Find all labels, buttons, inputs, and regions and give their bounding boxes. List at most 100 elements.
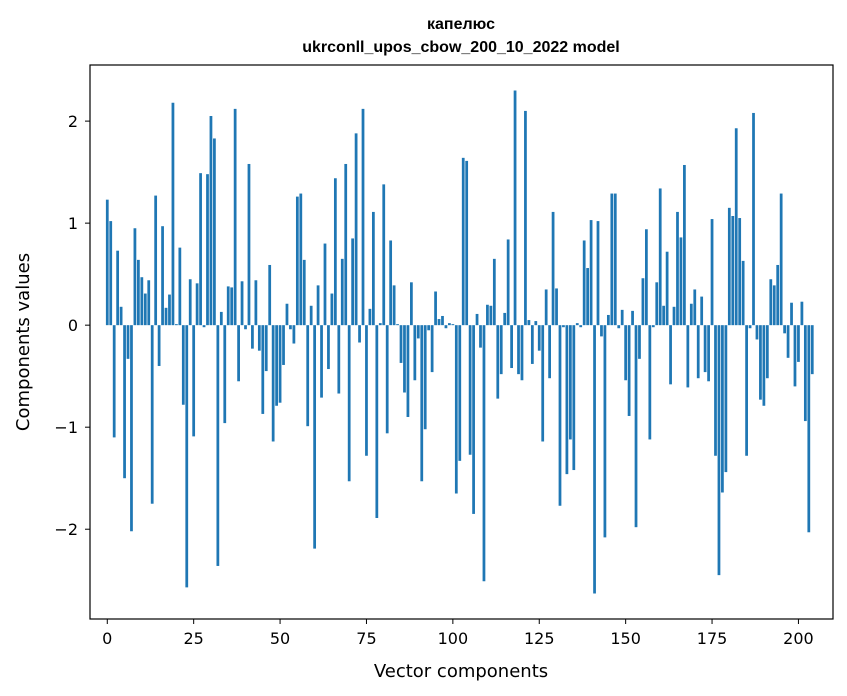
bar — [727, 207, 731, 326]
bar — [772, 285, 776, 326]
bar — [596, 221, 600, 326]
bar — [752, 112, 755, 326]
bar — [465, 160, 469, 326]
bar — [603, 325, 607, 538]
bar — [593, 325, 596, 594]
bar — [454, 325, 458, 494]
bar — [672, 306, 676, 326]
bar — [441, 315, 444, 326]
bar — [375, 325, 379, 518]
chart-title: капелюс — [427, 16, 495, 33]
bar — [721, 325, 724, 493]
bar — [562, 325, 565, 328]
bar — [354, 133, 358, 326]
bar — [634, 325, 638, 528]
x-tick-label: 75 — [356, 629, 376, 648]
bar — [109, 221, 113, 326]
bar — [181, 325, 185, 405]
bar — [150, 325, 154, 504]
bar — [693, 289, 697, 326]
bar — [572, 325, 576, 471]
bar — [302, 259, 306, 326]
bar — [406, 325, 410, 417]
bar — [257, 325, 261, 351]
bar — [247, 163, 251, 326]
bar — [600, 325, 603, 337]
bar — [164, 307, 168, 326]
bar — [233, 108, 237, 326]
bar — [714, 325, 717, 456]
bar — [240, 281, 244, 326]
bar — [683, 164, 686, 326]
x-tick-label: 200 — [783, 629, 814, 648]
bar — [479, 325, 482, 348]
bar — [503, 312, 507, 326]
bar — [202, 325, 206, 328]
bar — [178, 247, 182, 326]
bar — [161, 226, 164, 326]
bar — [306, 325, 310, 427]
bar — [175, 324, 178, 326]
bar — [797, 325, 800, 362]
bar — [579, 325, 583, 328]
y-axis-label: Components values — [13, 253, 34, 431]
bar — [365, 325, 368, 456]
bar — [351, 238, 355, 326]
bar — [731, 216, 735, 326]
bar — [226, 286, 230, 326]
bar — [524, 110, 527, 326]
bar — [544, 289, 548, 326]
bar — [385, 325, 389, 434]
bar — [154, 195, 158, 326]
bar — [662, 305, 666, 326]
bar — [371, 211, 375, 326]
bar — [396, 324, 399, 326]
bar — [707, 325, 710, 382]
bar — [586, 268, 590, 326]
bar — [790, 302, 793, 326]
x-tick-label: 50 — [270, 629, 290, 648]
x-tick-label: 100 — [438, 629, 469, 648]
bar — [347, 325, 351, 482]
bar — [489, 305, 493, 326]
bar — [575, 323, 579, 326]
bar — [337, 325, 341, 394]
bar — [686, 325, 690, 388]
bar — [606, 314, 610, 326]
bar — [427, 325, 431, 331]
bar — [195, 283, 199, 326]
bar — [551, 211, 555, 326]
bar — [717, 325, 721, 576]
bar — [333, 178, 337, 326]
bar — [112, 325, 116, 438]
bar — [582, 240, 586, 326]
bar — [762, 325, 766, 406]
bar — [361, 108, 365, 326]
bar — [648, 325, 652, 440]
bar — [745, 325, 748, 456]
bar — [803, 325, 807, 422]
bar — [530, 325, 534, 364]
bar — [738, 218, 742, 326]
bar — [769, 279, 773, 326]
bar — [696, 325, 700, 379]
bar — [517, 325, 520, 375]
bar — [171, 102, 175, 326]
y-tick-label: 2 — [68, 112, 78, 131]
bar — [610, 193, 614, 326]
bar — [206, 174, 209, 326]
bar — [779, 193, 783, 326]
chart-subtitle: ukrconll_upos_cbow_200_10_2022 model — [302, 39, 619, 56]
bar — [285, 303, 289, 326]
bar — [689, 303, 693, 326]
bar — [188, 279, 192, 326]
bar — [261, 325, 265, 414]
bar — [482, 325, 486, 582]
bar — [741, 260, 745, 326]
bar — [679, 237, 683, 326]
bar — [568, 325, 572, 440]
bar — [323, 243, 327, 326]
bar — [665, 251, 669, 326]
bar — [548, 325, 551, 379]
bar — [420, 325, 424, 482]
